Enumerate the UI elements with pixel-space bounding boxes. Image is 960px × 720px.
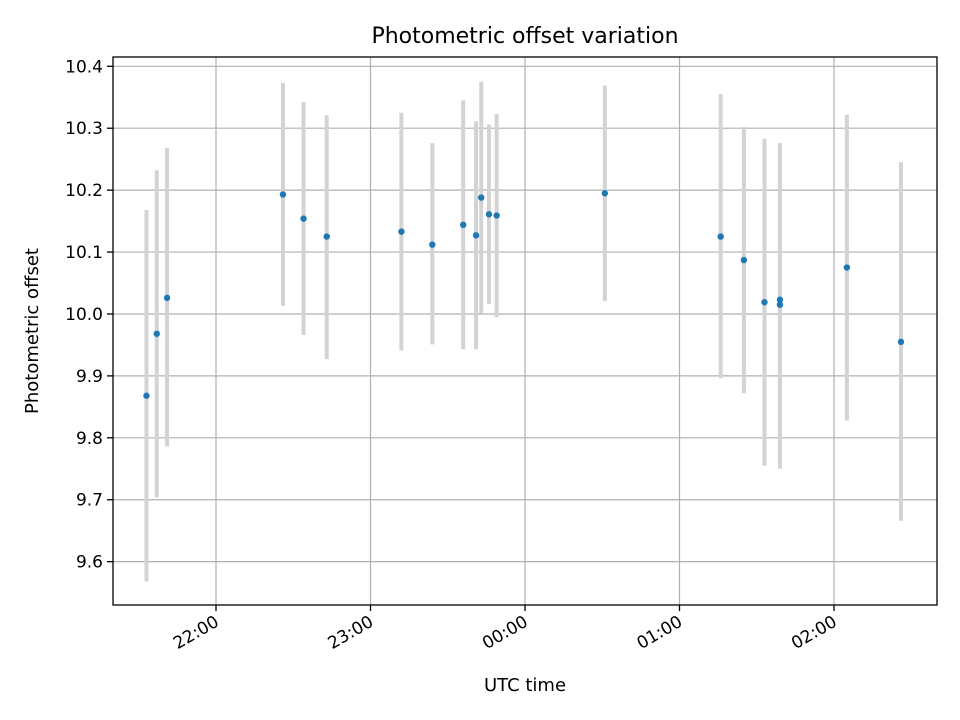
data-point	[776, 296, 784, 303]
x-tick-label: 00:00	[479, 612, 531, 654]
y-tick-label: 10.2	[65, 181, 103, 201]
chart-title: Photometric offset variation	[371, 24, 678, 49]
x-tick-label: 22:00	[170, 612, 222, 654]
x-tick-label: 23:00	[325, 612, 377, 654]
error-bars	[144, 81, 903, 582]
data-point	[143, 392, 150, 399]
axis-ticks: 22:00 23:00 00:00 01:00 02:00 9.6 9.7 9.8 9.9 10.…	[65, 57, 840, 654]
data-point	[429, 241, 436, 248]
data-point	[485, 211, 493, 218]
data-point	[740, 256, 748, 264]
data-points	[143, 190, 905, 399]
y-tick-label: 9.6	[76, 553, 103, 573]
y-tick-label: 10.3	[65, 119, 103, 139]
data-point	[897, 338, 905, 346]
data-point	[761, 299, 768, 306]
y-tick-label: 9.7	[76, 491, 103, 511]
y-tick-label: 9.9	[76, 367, 103, 387]
data-point	[300, 215, 307, 222]
data-point	[843, 264, 851, 271]
data-point	[163, 294, 171, 302]
y-axis-label: Photometric offset	[22, 248, 43, 414]
x-tick-label: 01:00	[634, 612, 686, 654]
grid	[113, 57, 937, 605]
x-tick-label: 02:00	[788, 612, 840, 654]
data-point	[472, 232, 480, 239]
data-point	[279, 191, 287, 198]
y-tick-label: 10.4	[65, 57, 103, 77]
x-axis-label: UTC time	[484, 675, 566, 696]
y-tick-label: 9.8	[76, 429, 103, 449]
data-point	[398, 228, 405, 235]
data-point	[460, 221, 467, 229]
data-point	[323, 233, 330, 240]
y-tick-label: 10.1	[65, 243, 103, 263]
data-point	[478, 194, 485, 201]
data-point	[153, 330, 160, 337]
data-point	[601, 190, 609, 197]
data-point	[493, 212, 500, 219]
data-point	[717, 233, 724, 240]
data-point	[776, 301, 784, 308]
y-tick-label: 10.0	[65, 305, 103, 325]
